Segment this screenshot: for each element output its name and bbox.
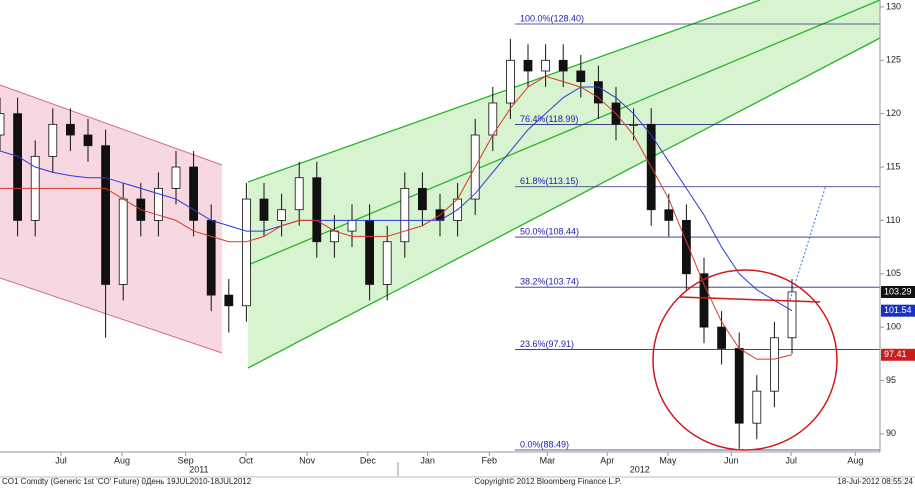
footer-left: CO1 Comdty (Generic 1st 'CO' Future) 0Де…: [2, 477, 252, 486]
y-tick-label: 110: [886, 215, 900, 225]
price-tag: [881, 286, 915, 299]
candle-body: [664, 209, 674, 221]
candle-body: [312, 177, 322, 243]
y-tick-label: 125: [886, 55, 901, 65]
fib-label: 38.2%(103.74): [520, 277, 579, 287]
candle-body: [365, 219, 375, 285]
candle-body: [329, 230, 339, 243]
trend-line: [679, 296, 821, 303]
fib-label: 23.6%(97.91): [520, 339, 574, 349]
candle-body: [594, 81, 603, 104]
fib-label: 0.0%(88.49): [520, 439, 569, 449]
x-tick-label: Nov: [299, 455, 316, 465]
x-tick-label: Sep: [178, 455, 194, 465]
candle-body: [0, 113, 5, 136]
moving-average: [0, 75, 793, 360]
candle-body: [101, 145, 110, 285]
candle-body: [699, 273, 709, 328]
candle-body: [770, 337, 779, 392]
candle-body: [224, 294, 234, 307]
y-tick-label: 90: [886, 428, 896, 438]
y-tick-label: 100: [886, 322, 901, 332]
candle-body: [382, 241, 392, 285]
candle-body: [347, 219, 357, 232]
channel-line: [247, 37, 881, 369]
x-tick-label: Jul: [785, 455, 797, 465]
price-tag: [881, 348, 915, 361]
x-tick-label: Aug: [847, 455, 863, 465]
x-tick-label: Jan: [420, 455, 435, 465]
year-label: 2012: [630, 464, 650, 474]
fib-label: 50.0%(108.44): [520, 226, 579, 236]
candle-body: [629, 123, 638, 126]
candle-body: [66, 123, 75, 136]
x-tick-label: Feb: [482, 455, 498, 465]
y-tick-label: 105: [886, 268, 901, 278]
year-label: 2011: [189, 464, 208, 474]
candle-body: [48, 123, 58, 157]
x-tick-label: Dec: [360, 455, 377, 465]
footer-right: 18-Jul-2012 08:55:24: [837, 477, 913, 486]
channel-line: [0, 84, 223, 166]
fib-label: 100.0%(128.40): [520, 13, 584, 23]
candle-body: [294, 177, 304, 211]
candle-body: [400, 187, 410, 243]
candle-body: [682, 219, 691, 275]
ascending-channel: [248, 0, 880, 368]
y-tick-label: 130: [886, 1, 901, 11]
fib-label: 76.4%(118.99): [520, 114, 578, 124]
x-tick-label: Oct: [239, 455, 254, 465]
x-tick-label: Aug: [114, 455, 130, 465]
price-tag: [881, 304, 915, 317]
moving-average: [0, 86, 793, 312]
candle-body: [558, 59, 568, 72]
channel-line: [0, 277, 223, 354]
plot: 100.0%(128.40) 76.4%(118.99) 61.8%(113.15)…: [0, 13, 880, 451]
candle-body: [153, 187, 163, 221]
candle-body: [541, 59, 550, 72]
candle-body: [13, 113, 23, 221]
highlight-circle: [652, 269, 838, 451]
candle-body: [752, 390, 762, 424]
candle-body: [189, 166, 199, 221]
candle-body: [734, 348, 744, 424]
candle-body: [787, 291, 797, 339]
price-tag-label: 103.29: [884, 286, 912, 296]
candle-body: [171, 166, 181, 189]
candle-body: [259, 198, 269, 221]
x-tick-label: Jun: [724, 455, 739, 465]
y-tick-label: 95: [886, 375, 896, 385]
footer-center: Copyright© 2012 Bloomberg Finance L.P.: [474, 477, 621, 486]
y-tick-label: 120: [886, 108, 901, 118]
candle-body: [206, 219, 216, 296]
price-tag-label: 97.41: [884, 349, 907, 359]
candle-body: [523, 59, 533, 72]
candle-body: [505, 59, 515, 104]
candle-body: [417, 187, 427, 211]
candle-body: [717, 326, 726, 349]
candle-body: [576, 70, 586, 83]
channel-line: [247, 0, 761, 183]
candle-body: [241, 198, 251, 307]
x-tick-label: Mar: [540, 455, 556, 465]
x-tick-label: May: [659, 455, 677, 465]
x-tick-label: Apr: [600, 455, 614, 465]
price-tag-label: 101.54: [884, 305, 912, 315]
fib-label: 61.8%(113.15): [520, 176, 578, 186]
candle-body: [118, 198, 128, 285]
projection-line: [789, 184, 827, 301]
x-tick-label: Jul: [55, 455, 67, 465]
candle-body: [83, 134, 93, 147]
candle-body: [277, 209, 287, 221]
y-tick-label: 115: [886, 161, 900, 171]
